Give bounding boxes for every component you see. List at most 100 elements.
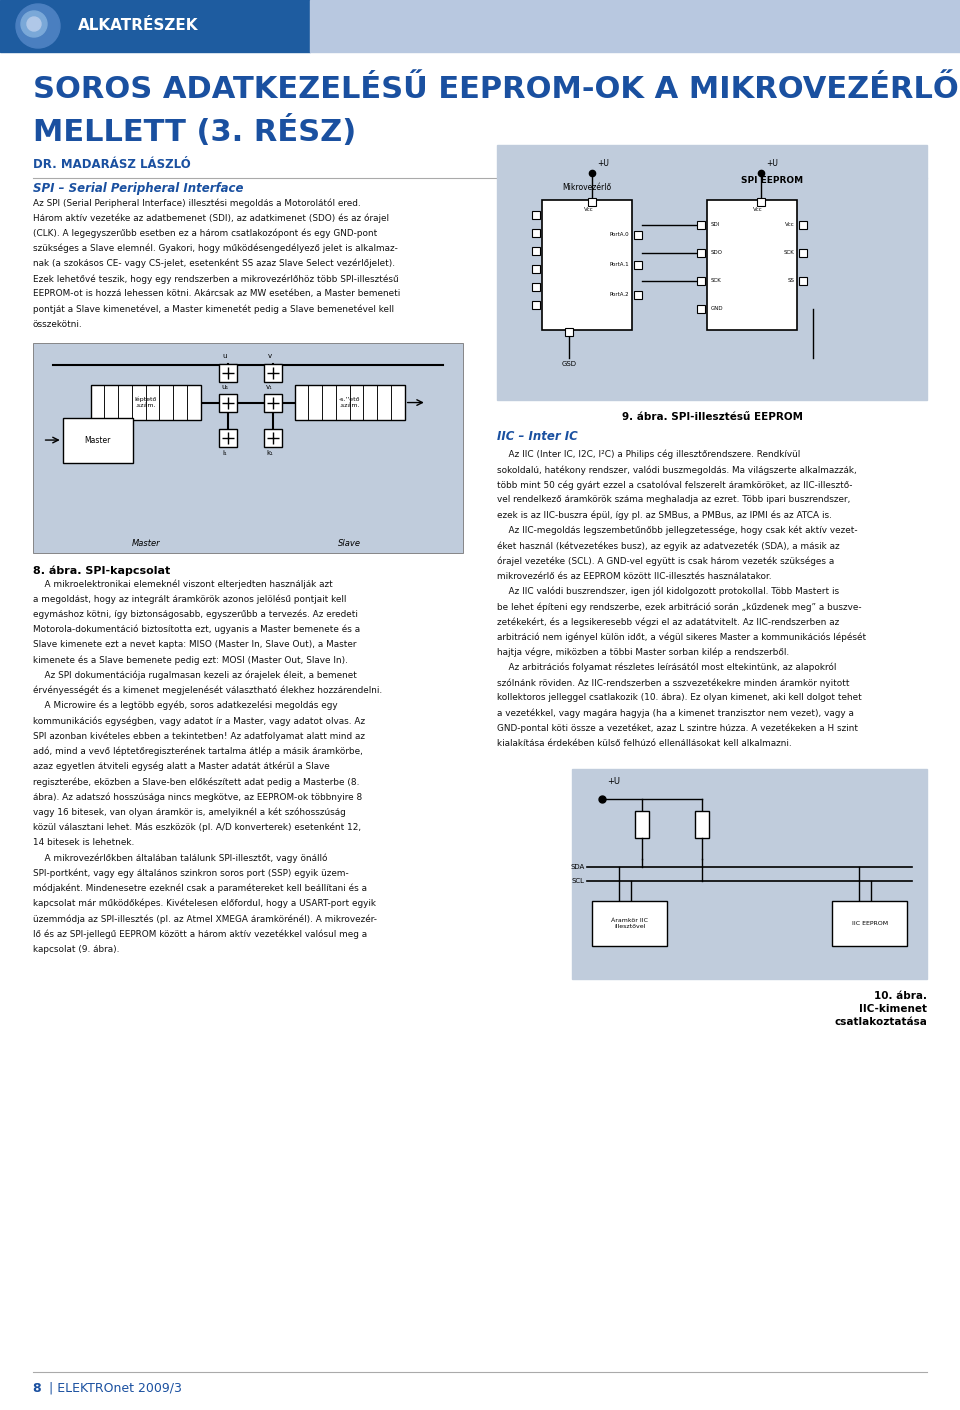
Text: kapcsolat már működőképes. Kivételesen előfordul, hogy a USART-port egyik: kapcsolat már működőképes. Kivételesen e… [33,898,375,908]
Bar [532,212,540,219]
Text: GND: GND [710,306,723,312]
Text: SS: SS [787,279,794,283]
Text: Az IIC-megoldás legszembetűnőbb jellegzetessége, hogy csak két aktív vezet-: Az IIC-megoldás legszembetűnőbb jellegze… [497,526,858,536]
Text: ábra). Az adatszó hosszúsága nincs megkötve, az EEPROM-ok többnyire 8: ábra). Az adatszó hosszúsága nincs megkö… [33,792,362,802]
Bar [532,265,540,274]
Text: Motorola-dokumentáció biztosította ezt, ugyanis a Master bemenete és a: Motorola-dokumentáció biztosította ezt, … [33,625,360,634]
Text: szükséges a Slave elemnél. Gyakori, hogy működésengedélyező jelet is alkalmaz-: szükséges a Slave elemnél. Gyakori, hogy… [33,244,397,254]
Text: A mikrovezérlőkben általában találunk SPI-illesztőt, vagy önálló: A mikrovezérlőkben általában találunk SP… [33,853,327,863]
Text: GSD: GSD [562,361,577,367]
Text: 14 bitesek is lehetnek.: 14 bitesek is lehetnek. [33,838,133,847]
Text: mikrovezérlő és az EEPROM között IIC-illesztés használatakor.: mikrovezérlő és az EEPROM között IIC-ill… [497,571,772,581]
Bar [800,250,807,257]
Bar [636,811,649,839]
Bar [391,385,405,420]
Text: DR. MADARÁSZ LÁSZLÓ: DR. MADARÁSZ LÁSZLÓ [33,158,190,171]
Text: EEPROM-ot is hozzá lehessen kötni. Akárcsak az MW esetében, a Master bemeneti: EEPROM-ot is hozzá lehessen kötni. Akárc… [33,289,400,299]
Text: IIC-kimenet: IIC-kimenet [859,1004,927,1014]
Text: 8: 8 [33,1382,41,1394]
Bar [308,385,323,420]
Bar [708,200,797,330]
Text: SPI – Serial Peripheral Interface: SPI – Serial Peripheral Interface [33,182,243,195]
Text: u: u [223,352,227,360]
Bar [310,0,960,52]
Bar [33,343,463,553]
Text: PortA.1: PortA.1 [610,262,630,268]
Text: SCK: SCK [783,251,794,255]
Text: léptető
.szám.: léptető .szám. [134,396,156,409]
Text: Vcc: Vcc [584,207,593,212]
Bar [800,276,807,285]
Text: SCL: SCL [571,878,585,884]
Bar [219,429,236,447]
Text: órajel vezetéke (SCL). A GND-vel együtt is csak három vezeték szükséges a: órajel vezetéke (SCL). A GND-vel együtt … [497,557,834,565]
Text: A mikroelektronikai elemeknél viszont elterjedten használják azt: A mikroelektronikai elemeknél viszont el… [33,580,332,588]
Text: regiszterébe, eközben a Slave-ben előkészített adat pedig a Masterbe (8.: regiszterébe, eközben a Slave-ben előkés… [33,777,359,787]
Text: PortA.0: PortA.0 [610,233,630,237]
Text: Az SPI (Serial Peripheral Interface) illesztési megoldás a Motorolától ered.: Az SPI (Serial Peripheral Interface) ill… [33,197,360,207]
Text: azaz egyetlen átviteli egység alatt a Master adatát átkérül a Slave: azaz egyetlen átviteli egység alatt a Ma… [33,761,329,771]
Text: Vcc: Vcc [754,207,763,212]
Circle shape [16,4,60,48]
Text: v₁: v₁ [266,384,273,389]
Bar [572,770,927,980]
Text: GND-pontal köti össze a vezetéket, azaz L szintre húzza. A vezetékeken a H szint: GND-pontal köti össze a vezetéket, azaz … [497,723,858,733]
Text: pontját a Slave kimenetével, a Master kimenetét pedig a Slave bemenetével kell: pontját a Slave kimenetével, a Master ki… [33,305,394,314]
Text: adó, mind a vevő léptetőregiszterének tartalma átlép a másik áramkörbe,: adó, mind a vevő léptetőregiszterének ta… [33,746,363,756]
Text: ezek is az IIC-buszra épül, így pl. az SMBus, a PMBus, az IPMI és az ATCA is.: ezek is az IIC-buszra épül, így pl. az S… [497,510,832,520]
Text: Slave: Slave [338,539,361,548]
Bar [336,385,349,420]
Bar [90,385,201,420]
Bar [62,417,132,462]
Bar [832,901,907,946]
Text: IIC – Inter IC: IIC – Inter IC [497,430,578,443]
Text: 10. ábra.: 10. ábra. [875,991,927,1001]
Bar [532,247,540,255]
Text: kollektoros jelleggel csatlakozik (10. ábra). Ez olyan kimenet, aki kell dolgot : kollektoros jelleggel csatlakozik (10. á… [497,694,862,702]
Text: sokoldalú, hatékony rendszer, valódi buszmegoldás. Ma világszerte alkalmazzák,: sokoldalú, hatékony rendszer, valódi bus… [497,465,857,475]
Bar [219,364,236,382]
Text: 9. ábra. SPI-illesztésű EEPROM: 9. ábra. SPI-illesztésű EEPROM [622,412,803,422]
Bar [90,385,105,420]
Bar [532,228,540,237]
Bar [532,300,540,309]
Text: éket használ (kétvezetékes busz), az egyik az adatvezeték (SDA), a másik az: éket használ (kétvezetékes busz), az egy… [497,541,840,551]
Text: összekötni.: összekötni. [33,320,83,329]
Text: SPI azonban kivételes ebben a tekintetben! Az adatfolyamat alatt mind az: SPI azonban kivételes ebben a tekintetbe… [33,732,365,740]
Text: Mikrovezérlő: Mikrovezérlő [563,183,612,192]
Text: Az arbitrációs folyamat részletes leírásától most eltekintünk, az alapokról: Az arbitrációs folyamat részletes leírás… [497,663,837,673]
Text: üzemmódja az SPI-illesztés (pl. az Atmel XMEGA áramkörénél). A mikrovezér-: üzemmódja az SPI-illesztés (pl. az Atmel… [33,914,376,924]
Text: a megoldást, hogy az integrált áramkörök azonos jelölésű pontjait kell: a megoldást, hogy az integrált áramkörök… [33,594,346,603]
Bar [264,393,281,412]
Text: csatlakoztatása: csatlakoztatása [834,1018,927,1028]
Text: vagy 16 bitesek, van olyan áramkör is, amelyiknél a két szóhosszúság: vagy 16 bitesek, van olyan áramkör is, a… [33,808,346,816]
Text: lő és az SPI-jellegű EEPROM között a három aktív vezetékkel valósul meg a: lő és az SPI-jellegű EEPROM között a hár… [33,929,367,939]
Text: v: v [268,352,272,360]
Bar [697,276,706,285]
Text: SPI EEPROM: SPI EEPROM [741,176,804,185]
Bar [364,385,377,420]
Text: módjaként. Mindenesetre ezeknél csak a paramétereket kell beállítani és a: módjaként. Mindenesetre ezeknél csak a p… [33,884,367,893]
Text: IIC EEPROM: IIC EEPROM [852,921,888,926]
Bar [635,290,642,299]
Bar [219,393,236,412]
Text: +U: +U [608,777,620,787]
Text: Ezek lehetővé teszik, hogy egy rendszerben a mikrovezérlőhöz több SPI-illesztésű: Ezek lehetővé teszik, hogy egy rendszerb… [33,274,398,283]
Text: ALKATRÉSZEK: ALKATRÉSZEK [78,18,199,34]
Text: arbitráció nem igényel külön időt, a végül sikeres Master a kommunikációs lépésé: arbitráció nem igényel külön időt, a vég… [497,633,867,642]
Text: -s.''ető
.szám.: -s.''ető .szám. [339,398,360,407]
Text: érvényességét és a kimenet megjelenését választható élekhez hozzárendelni.: érvényességét és a kimenet megjelenését … [33,685,382,695]
Bar [132,385,146,420]
Bar [146,385,159,420]
Bar [0,0,310,52]
Text: Három aktív vezetéke az adatbemenet (SDI), az adatkimenet (SDO) és az órajel: Három aktív vezetéke az adatbemenet (SDI… [33,213,389,223]
Text: u₁: u₁ [221,384,228,389]
Text: közül választani lehet. Más eszközök (pl. A/D konverterek) esetenként 12,: közül választani lehet. Más eszközök (pl… [33,822,361,832]
Text: k₁: k₁ [266,450,273,455]
Text: i₁: i₁ [223,450,227,455]
Text: több mint 50 cég gyárt ezzel a csatolóval felszerelt áramköröket, az IIC-illeszt: több mint 50 cég gyárt ezzel a csatolóva… [497,481,852,489]
Text: SCK: SCK [710,279,721,283]
Text: 8. ábra. SPI-kapcsolat: 8. ábra. SPI-kapcsolat [33,565,170,575]
Bar [697,221,706,228]
Bar [105,385,118,420]
